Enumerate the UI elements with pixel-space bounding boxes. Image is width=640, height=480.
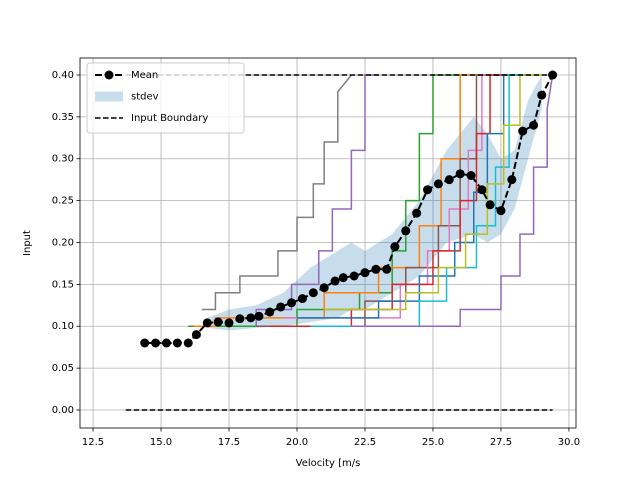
mean-point bbox=[507, 175, 517, 185]
y-tick-label: 0.10 bbox=[52, 321, 74, 332]
mean-point bbox=[330, 276, 340, 286]
mean-point bbox=[360, 268, 370, 278]
run-line bbox=[351, 74, 554, 327]
mean-point bbox=[529, 120, 539, 130]
mean-point bbox=[276, 302, 286, 312]
mean-point bbox=[455, 169, 465, 179]
run-line bbox=[193, 74, 488, 327]
mean-point bbox=[401, 226, 411, 236]
mean-point bbox=[224, 318, 234, 328]
x-tick-label: 30.0 bbox=[558, 437, 580, 448]
mean-point bbox=[537, 90, 547, 100]
mean-point bbox=[338, 273, 348, 283]
mean-point bbox=[518, 126, 528, 136]
y-axis-label: Input bbox=[22, 230, 33, 256]
run-line bbox=[201, 74, 352, 311]
legend-mean-marker bbox=[104, 70, 114, 80]
mean-point bbox=[254, 311, 264, 321]
mean-point bbox=[444, 175, 454, 185]
mean-point bbox=[235, 314, 245, 324]
mean-point bbox=[213, 317, 223, 327]
mean-point bbox=[433, 179, 443, 189]
x-tick-label: 17.5 bbox=[218, 437, 240, 448]
mean-point bbox=[390, 242, 400, 252]
run-line bbox=[324, 74, 542, 311]
run-line bbox=[297, 74, 529, 319]
run-line bbox=[310, 74, 531, 327]
y-tick-label: 0.30 bbox=[52, 154, 74, 165]
x-tick-label: 25.0 bbox=[422, 437, 444, 448]
legend-stdev-patch bbox=[95, 91, 123, 102]
mean-point bbox=[151, 338, 161, 348]
mean-point bbox=[265, 307, 275, 317]
mean-point bbox=[191, 330, 201, 340]
mean-point bbox=[287, 298, 297, 308]
x-tick-label: 27.5 bbox=[490, 437, 512, 448]
mean-point bbox=[477, 185, 487, 195]
legend-label: stdev bbox=[131, 92, 159, 103]
legend-label: Input Boundary bbox=[131, 113, 208, 124]
mean-point bbox=[466, 170, 476, 180]
mean-point bbox=[183, 338, 193, 348]
y-tick-label: 0.05 bbox=[52, 363, 74, 374]
mean-point bbox=[319, 283, 329, 293]
run-line bbox=[283, 74, 496, 319]
mean-point bbox=[161, 338, 171, 348]
stdev-band bbox=[207, 75, 542, 331]
x-tick-label: 12.5 bbox=[82, 437, 104, 448]
mean-point bbox=[496, 206, 506, 216]
legend-label: Mean bbox=[131, 70, 158, 81]
mean-point bbox=[246, 313, 256, 323]
x-axis-label: Velocity [m/s bbox=[296, 458, 361, 469]
y-tick-label: 0.15 bbox=[52, 279, 74, 290]
axes-frame bbox=[79, 57, 577, 429]
mean-point bbox=[349, 271, 359, 281]
mean-point bbox=[485, 200, 495, 210]
x-tick-label: 22.5 bbox=[354, 437, 376, 448]
x-tick-label: 15.0 bbox=[150, 437, 172, 448]
y-tick-label: 0.25 bbox=[52, 196, 74, 207]
legend-box bbox=[86, 62, 245, 134]
y-tick-label: 0.20 bbox=[52, 237, 74, 248]
mean-point bbox=[308, 288, 318, 298]
run-line bbox=[188, 74, 461, 327]
y-tick-label: 0.00 bbox=[52, 405, 74, 416]
mean-point bbox=[382, 264, 392, 274]
mean-line bbox=[144, 74, 554, 344]
mean-point bbox=[202, 318, 212, 328]
x-tick-label: 20.0 bbox=[286, 437, 308, 448]
mean-point bbox=[172, 338, 182, 348]
mean-point bbox=[297, 294, 307, 304]
run-line bbox=[237, 74, 379, 327]
mean-point bbox=[412, 208, 422, 218]
mean-point bbox=[423, 185, 433, 195]
y-tick-label: 0.40 bbox=[52, 70, 74, 81]
mean-point bbox=[371, 264, 381, 274]
mean-point bbox=[140, 338, 150, 348]
mean-point bbox=[548, 70, 558, 80]
y-tick-label: 0.35 bbox=[52, 112, 74, 123]
